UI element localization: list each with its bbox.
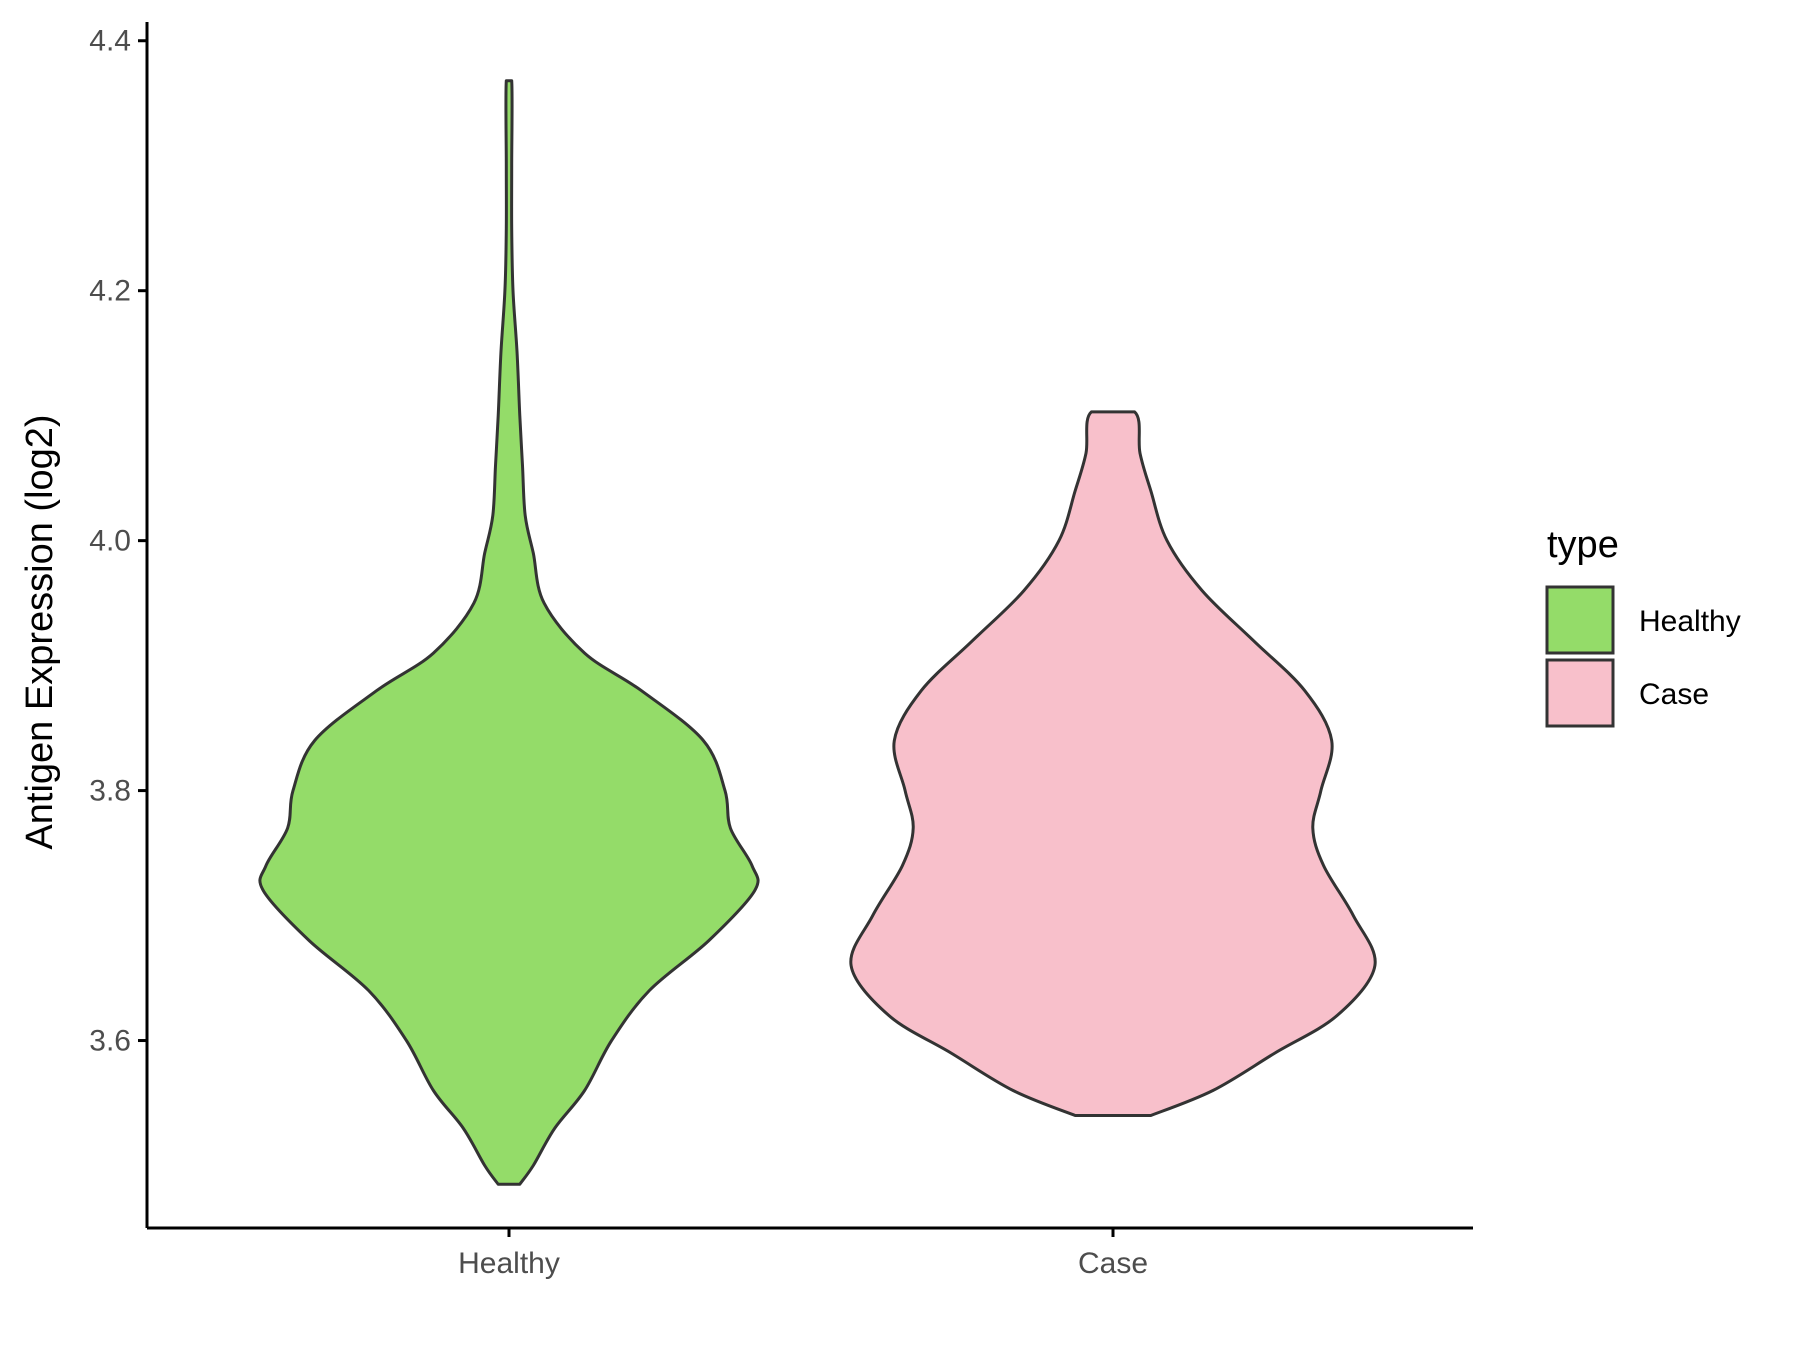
x-tick-label: Case	[1078, 1247, 1148, 1280]
legend-title: type	[1547, 524, 1619, 566]
y-tick-label: 4.0	[89, 525, 131, 558]
y-tick-label: 3.8	[89, 775, 131, 808]
legend-label-case: Case	[1639, 678, 1709, 711]
y-tick-label: 4.2	[89, 275, 131, 308]
y-tick-label: 4.4	[89, 25, 131, 58]
legend-swatch-healthy	[1545, 585, 1615, 655]
y-axis: 3.6 3.8 4.0 4.2 4.4	[89, 22, 149, 1228]
legend: type Healthy Case	[1545, 524, 1741, 728]
legend-label-healthy: Healthy	[1639, 605, 1741, 638]
violin-case	[849, 410, 1377, 1117]
violin-layer	[258, 79, 1377, 1186]
x-tick-label: Healthy	[458, 1247, 560, 1280]
legend-swatch-case	[1545, 658, 1615, 728]
violin-healthy	[258, 79, 760, 1186]
y-axis-title: Antigen Expression (log2)	[19, 414, 61, 849]
y-tick-label: 3.6	[89, 1025, 131, 1058]
x-axis: Healthy Case	[147, 1226, 1473, 1280]
